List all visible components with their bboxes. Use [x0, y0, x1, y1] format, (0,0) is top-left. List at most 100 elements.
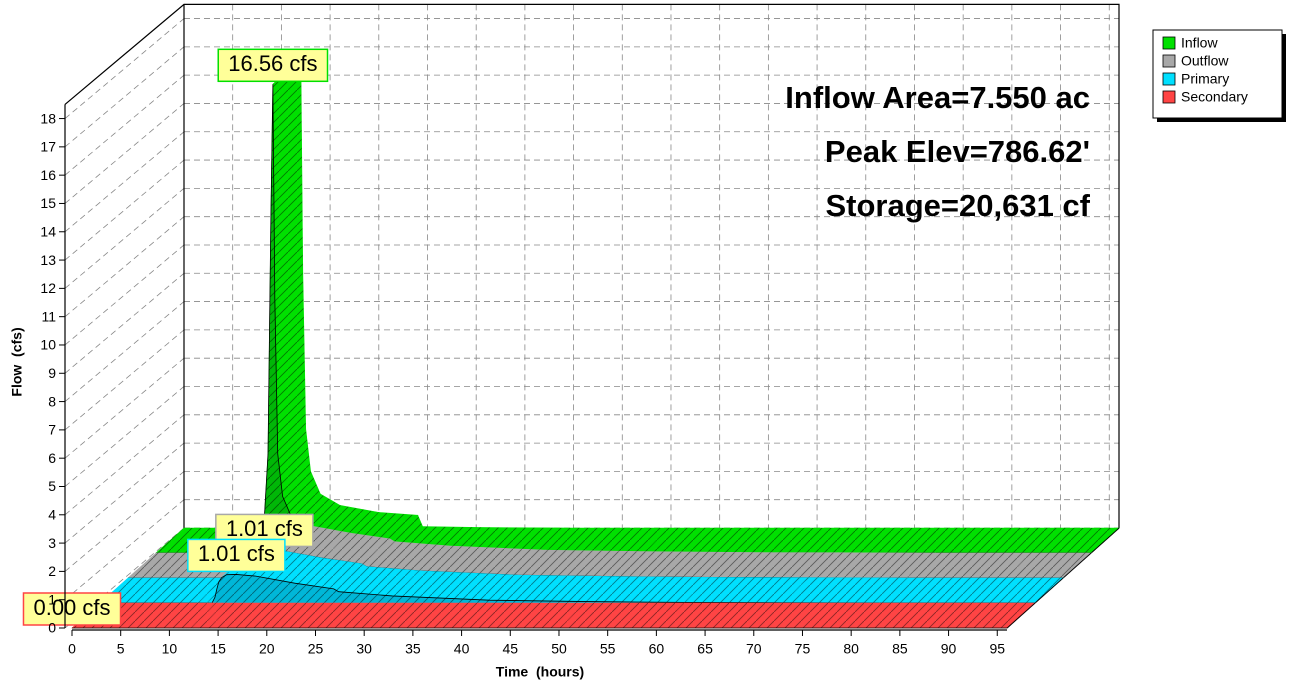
- ribbon-hatch: [684, 577, 810, 603]
- ribbon-hatch: [879, 578, 1005, 603]
- y-tick-label: 3: [48, 535, 56, 551]
- y-tick-label: 9: [48, 365, 56, 381]
- label-box: [187, 538, 286, 573]
- ribbon-hatch: [489, 575, 615, 602]
- ribbon-hatch: [255, 551, 323, 584]
- ribbon-hatch: [128, 553, 205, 578]
- ribbon-hatch: [461, 603, 587, 628]
- y-tick-label: 0: [48, 620, 56, 636]
- ribbon-hatch: [935, 528, 1061, 553]
- ribbon-hatch: [586, 576, 713, 603]
- ribbon-hatch: [322, 533, 390, 564]
- x-tick-label: 60: [649, 641, 665, 657]
- grid-line: [64, 103, 185, 204]
- ribbon-hatch: [948, 603, 1035, 628]
- ribbon-hatch: [282, 471, 321, 520]
- ribbon-hatch: [350, 512, 418, 541]
- y-tick-label: 2: [48, 563, 56, 579]
- ribbon-hatch: [1004, 553, 1091, 578]
- ribbon-hatch: [976, 578, 1063, 603]
- y-tick-label: 7: [48, 422, 56, 438]
- grid-line: [64, 131, 185, 233]
- area-hatch: [100, 574, 1035, 603]
- label-text: 1.01 cfs: [198, 541, 275, 566]
- ribbon-end: [1090, 527, 1120, 554]
- ribbon-hatch: [364, 603, 490, 628]
- x-tick-label: 75: [795, 641, 811, 657]
- grid-line: [64, 46, 185, 148]
- ribbon-end: [1062, 552, 1092, 579]
- y-tick-label: 11: [41, 308, 56, 324]
- ribbon-hatch: [283, 526, 351, 559]
- x-tick-label: 85: [892, 641, 908, 657]
- x-tick-label: 45: [502, 641, 518, 657]
- ribbon-hatch: [558, 603, 685, 628]
- ribbon-hatch: [274, 273, 306, 454]
- x-tick-label: 20: [259, 641, 275, 657]
- legend-label: Inflow: [1181, 35, 1218, 51]
- y-tick-label: 8: [48, 393, 56, 409]
- x-tick-label: 25: [308, 641, 324, 657]
- y-tick-label: 6: [48, 450, 56, 466]
- peak-label: 16.56 cfs: [217, 48, 329, 83]
- grid-line: [64, 471, 185, 572]
- grid-line: [64, 442, 185, 544]
- label-box: [22, 592, 122, 626]
- ribbon-hatch: [517, 550, 643, 577]
- ribbon-hatch: [193, 603, 227, 628]
- x-tick-label: 90: [941, 641, 957, 657]
- ribbon-end: [1034, 577, 1064, 604]
- x-tick-label: 30: [356, 641, 372, 657]
- ribbon-hatch: [338, 566, 421, 596]
- legend-swatch: [1162, 54, 1176, 68]
- ribbon-hatch: [266, 603, 334, 628]
- label-text: 1.01 cfs: [226, 516, 303, 541]
- legend-label: Secondary: [1181, 89, 1248, 105]
- ribbon-hatch: [740, 528, 866, 553]
- legend-swatch: [1162, 36, 1176, 50]
- ribbon-hatch: [614, 551, 741, 578]
- ribbon-hatch: [1032, 528, 1119, 553]
- peak-label: 0.00 cfs: [22, 592, 122, 626]
- y-tick-label: 14: [40, 223, 56, 239]
- label-text: 0.00 cfs: [33, 595, 110, 620]
- grid-line: [64, 74, 185, 176]
- legend-label: Outflow: [1181, 53, 1229, 69]
- y-tick-label: 5: [48, 478, 56, 494]
- peak-label: 1.01 cfs: [187, 538, 286, 573]
- annotation: Inflow Area=7.550 ac: [785, 80, 1090, 115]
- y-tick-label: 10: [40, 337, 56, 353]
- legend-label: Primary: [1181, 71, 1229, 87]
- ribbon-hatch: [712, 552, 838, 578]
- y-tick-label: 12: [40, 280, 56, 296]
- y-tick-label: 13: [40, 252, 56, 268]
- grid-line: [64, 329, 185, 431]
- ribbon-hatch: [781, 577, 908, 603]
- ribbon-hatch: [148, 578, 226, 603]
- grid-line: [64, 216, 185, 317]
- ribbon-hatch: [851, 603, 977, 628]
- legend-swatch: [1162, 90, 1176, 104]
- ribbon-hatch: [361, 538, 395, 567]
- x-tick-label: 65: [697, 641, 713, 657]
- ribbon-hatch: [545, 528, 671, 553]
- ribbon-hatch: [186, 603, 217, 628]
- ribbon-hatch: [392, 570, 518, 601]
- ribbon-hatch: [179, 603, 213, 628]
- x-tick-label: 10: [162, 641, 178, 657]
- grid-line: [64, 272, 185, 374]
- ribbon-hatch: [305, 603, 339, 628]
- y-tick-label: 16: [40, 167, 56, 183]
- ribbon-hatch: [907, 553, 1033, 578]
- grid-line: [64, 386, 185, 487]
- ribbon-hatch: [227, 603, 295, 628]
- ribbon-hatch: [120, 603, 198, 628]
- ribbon-hatch: [188, 603, 219, 628]
- y-tick-label: 18: [40, 110, 56, 126]
- grid-line: [64, 18, 185, 119]
- y-tick-label: 4: [48, 506, 56, 522]
- x-axis-title: Time (hours): [496, 664, 584, 680]
- label-text: 16.56 cfs: [228, 51, 317, 76]
- ribbon-end: [1006, 602, 1036, 629]
